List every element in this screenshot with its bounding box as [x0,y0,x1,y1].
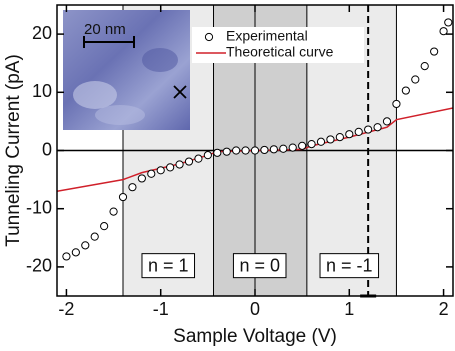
data-point [402,87,409,94]
legend-label: Theoretical curve [226,44,334,60]
data-point [91,233,98,240]
image-feature [95,105,145,125]
data-point [346,131,353,138]
scale-label: 20 nm [84,21,126,38]
data-point [101,223,108,230]
image-feature [142,48,178,72]
data-point [185,158,192,165]
region-label: n = -1 [326,256,373,276]
legend-marker [205,33,212,40]
data-point [383,118,390,125]
y-tick-label: 10 [32,81,52,101]
data-point [176,161,183,168]
data-point [327,136,334,143]
region-label: n = 0 [239,256,280,276]
chart: 20 nm ExperimentalTheoretical curve n = … [0,0,455,351]
data-point [412,76,419,83]
y-axis-title: Tunneling Current (pA) [3,54,24,247]
x-tick-label: -2 [58,299,74,319]
data-point [336,134,343,141]
data-point [308,140,315,147]
data-point [365,126,372,133]
data-point [374,124,381,131]
y-tick-label: -10 [26,197,52,217]
x-tick-label: 2 [439,299,449,319]
region-label: n = 1 [148,256,189,276]
data-point [204,152,211,159]
data-point [72,249,79,256]
inset-image: 20 nm [63,10,190,130]
y-tick-label: 0 [42,139,52,159]
x-tick-label: -1 [153,299,169,319]
data-point [110,208,117,215]
x-axis-title: Sample Voltage (V) [173,326,337,347]
data-point [270,146,277,153]
data-point [148,170,155,177]
data-point [431,48,438,55]
data-point [421,63,428,70]
data-point [157,167,164,174]
data-point [445,19,452,26]
data-point [289,144,296,151]
data-point [242,147,249,154]
data-point [129,184,136,191]
data-point [167,164,174,171]
data-point [280,145,287,152]
image-feature [73,81,117,109]
data-point [63,253,70,260]
data-point [299,142,306,149]
data-point [195,155,202,162]
x-tick-label: 1 [344,299,354,319]
data-point [82,242,89,249]
data-point [214,149,221,156]
data-point [233,147,240,154]
data-point [393,100,400,107]
data-point [261,146,268,153]
data-point [223,148,230,155]
data-point [138,175,145,182]
data-point [317,138,324,145]
y-tick-label: -20 [26,256,52,276]
legend-label: Experimental [226,28,308,44]
data-point [251,147,258,154]
y-tick-label: 20 [32,23,52,43]
x-tick-label: 0 [250,299,260,319]
data-point [119,193,126,200]
data-point [355,128,362,135]
